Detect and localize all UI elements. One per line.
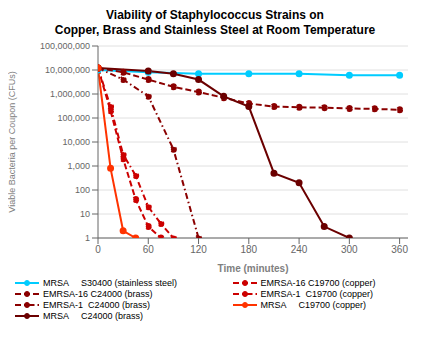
html-text:EMRSA-1 C19700 (copper): EMRSA-1 C19700 (copper) <box>260 289 374 299</box>
svg-text:100,000: 100,000 <box>57 113 90 123</box>
svg-text:10,000: 10,000 <box>62 137 90 147</box>
svg-text:10,000,000: 10,000,000 <box>45 65 90 75</box>
html-text:EMRSA-16 C24000 (brass): EMRSA-16 C24000 (brass) <box>43 289 153 299</box>
svg-text:360: 360 <box>391 244 408 255</box>
html-text:MRSA S30400 (stainless steel): MRSA S30400 (stainless steel) <box>43 278 178 288</box>
svg-text:100,000,000: 100,000,000 <box>40 41 90 51</box>
svg-text:120: 120 <box>190 244 207 255</box>
svg-text:180: 180 <box>240 244 257 255</box>
svg-text:300: 300 <box>341 244 358 255</box>
html-text:MRSA C24000 (brass): MRSA C24000 (brass) <box>43 311 143 321</box>
svg-text:Viable Bacteria per Coupon (CF: Viable Bacteria per Coupon (CFUs) <box>8 71 17 212</box>
svg-text:1: 1 <box>85 233 90 243</box>
html-text:EMRSA-16 C19700 (copper): EMRSA-16 C19700 (copper) <box>260 278 376 288</box>
svg-text:Time (minutes): Time (minutes) <box>218 263 289 274</box>
html-text:MRSA C19700 (copper): MRSA C19700 (copper) <box>260 300 367 310</box>
svg-text:1,000,000: 1,000,000 <box>50 89 90 99</box>
svg-text:100: 100 <box>75 185 90 195</box>
html-text:Viability of Staphylococcus St: Viability of Staphylococcus Strains on C… <box>54 8 376 37</box>
html-text:EMRSA-1 C24000 (brass): EMRSA-1 C24000 (brass) <box>43 300 150 310</box>
svg-text:60: 60 <box>143 244 155 255</box>
svg-text:10: 10 <box>80 209 90 219</box>
svg-text:0: 0 <box>95 244 101 255</box>
svg-text:1,000: 1,000 <box>67 161 90 171</box>
svg-text:240: 240 <box>291 244 308 255</box>
